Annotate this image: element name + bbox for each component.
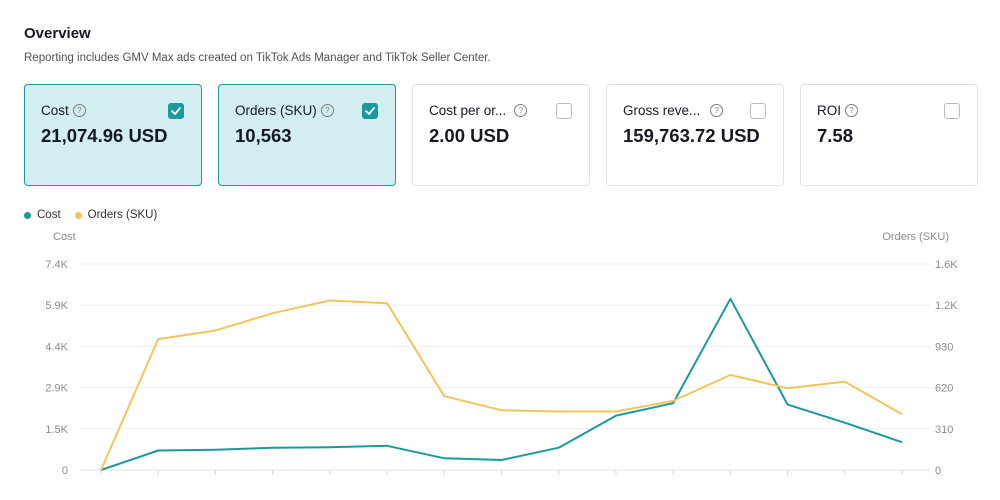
metric-label: Gross reve... [623, 103, 701, 118]
page-title: Overview [24, 25, 91, 42]
metric-checkbox[interactable] [168, 103, 184, 119]
left-axis-title: Cost [53, 231, 76, 243]
legend-dot-cost [24, 211, 31, 219]
chart-legend: Cost Orders (SKU) [24, 209, 171, 221]
right-axis-tick: 310 [935, 424, 953, 436]
question-circle-icon[interactable]: ? [845, 104, 859, 117]
metric-value: 7.58 [817, 125, 854, 146]
chart-axes: Cost Orders (SKU) 0 0 1.5K 310 2.9K 620 4.4K 93… [45, 231, 958, 477]
page-subtitle: Reporting includes GMV Max ads created o… [24, 52, 491, 64]
checkmark-icon [365, 107, 375, 115]
left-axis-tick: 4.4K [45, 341, 68, 353]
metric-card-cost-per-order[interactable]: Cost per or... ? 2.00 USD [412, 84, 590, 186]
question-circle-icon[interactable]: ? [72, 104, 86, 117]
metric-card-cost[interactable]: Cost ? 21,074.96 USD [24, 84, 202, 186]
metric-value: 2.00 USD [429, 125, 510, 146]
right-axis-title: Orders (SKU) [882, 231, 949, 243]
metric-checkbox[interactable] [362, 103, 378, 119]
metric-checkbox[interactable] [556, 103, 572, 119]
right-axis-tick: 620 [935, 383, 953, 395]
metric-value: 159,763.72 USD [623, 125, 760, 146]
metric-card-roi[interactable]: ROI ? 7.58 [800, 84, 978, 186]
legend-label: Cost [37, 209, 61, 221]
question-circle-icon[interactable]: ? [514, 104, 528, 117]
metric-label: Cost [41, 103, 69, 118]
question-circle-icon[interactable]: ? [710, 104, 724, 117]
legend-dot-orders [74, 211, 82, 219]
metric-label: Orders (SKU) [235, 103, 317, 118]
metric-checkbox[interactable] [750, 103, 766, 119]
chart-grid [80, 263, 930, 471]
metric-value: 10,563 [235, 125, 292, 146]
legend-label: Orders (SKU) [87, 209, 158, 221]
metric-checkbox[interactable] [944, 103, 960, 119]
legend-item-cost[interactable]: Cost [24, 209, 61, 221]
right-axis-tick: 1.2K [935, 300, 958, 312]
chart-series [100, 297, 903, 471]
right-axis-tick: 930 [935, 341, 953, 353]
left-axis-tick: 5.9K [45, 300, 68, 312]
metric-value: 21,074.96 USD [41, 125, 168, 146]
right-axis-tick: 0 [935, 465, 941, 477]
left-axis-tick: 2.9K [45, 383, 68, 395]
legend-item-orders[interactable]: Orders (SKU) [74, 209, 158, 221]
question-circle-icon[interactable]: ? [320, 104, 334, 117]
metric-label: Cost per or... [429, 103, 507, 118]
metric-card-orders-sku[interactable]: Orders (SKU) ? 10,563 [218, 84, 396, 186]
left-axis-tick: 7.4K [45, 259, 68, 271]
metric-label: ROI [817, 103, 842, 118]
left-axis-tick: 1.5K [45, 424, 68, 436]
metric-card-gross-revenue[interactable]: Gross reve... ? 159,763.72 USD [606, 84, 784, 186]
right-axis-tick: 1.6K [935, 259, 958, 271]
series-line-orders [100, 299, 903, 471]
left-axis-tick: 0 [62, 465, 68, 477]
series-line-cost [100, 297, 903, 471]
checkmark-icon [171, 107, 181, 115]
